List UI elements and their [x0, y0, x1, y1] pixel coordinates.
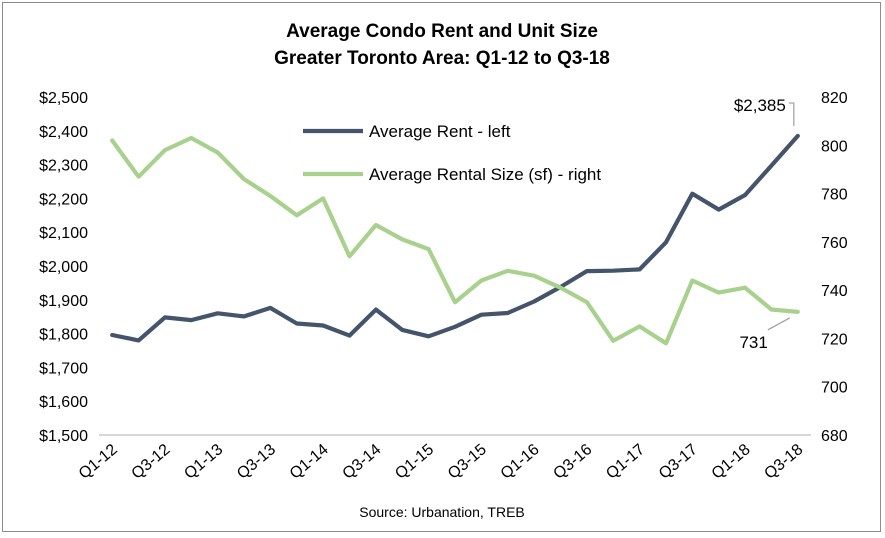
x-tick-label: Q1-17: [603, 441, 648, 483]
legend-label: Average Rental Size (sf) - right: [369, 165, 601, 184]
annotation-leader-rent: [788, 102, 795, 126]
chart-title: Average Condo Rent and Unit Size: [286, 21, 598, 42]
y-right-tick-label: 760: [821, 235, 848, 252]
y-right-tick-label: 720: [821, 331, 848, 348]
x-tick-label: Q1-18: [709, 441, 754, 483]
chart-frame: Average Condo Rent and Unit Size Greater…: [2, 2, 881, 532]
y-right-tick-label: 700: [821, 380, 848, 397]
y-left-tick-label: $1,600: [39, 394, 88, 411]
y-left-tick-label: $2,100: [39, 225, 88, 242]
x-tick-label: Q3-12: [129, 441, 174, 483]
chart-source: Source: Urbanation, TREB: [359, 504, 525, 520]
y-left-tick-label: $2,400: [39, 124, 88, 141]
x-tick-label: Q3-15: [445, 441, 490, 483]
x-tick-label: Q3-13: [234, 441, 279, 483]
y-left-tick-label: $2,300: [39, 158, 88, 175]
y-right-tick-label: 740: [821, 283, 848, 300]
y-left-tick-label: $2,200: [39, 191, 88, 208]
annotation-leader-size: [767, 317, 791, 331]
y-right-tick-label: 800: [821, 138, 848, 155]
legend-label: Average Rent - left: [369, 122, 511, 141]
legend: Average Rent - left Average Rental Size (…: [303, 122, 601, 184]
y-right-tick-label: 820: [821, 90, 848, 107]
annotations: $2,385 731: [734, 96, 795, 352]
x-tick-label: Q1-13: [181, 441, 226, 483]
y-left-tick-label: $1,700: [39, 360, 88, 377]
annotation-rent-value: $2,385: [734, 96, 786, 115]
dual-axis-line-chart: Average Condo Rent and Unit Size Greater…: [39, 21, 848, 520]
chart-subtitle: Greater Toronto Area: Q1-12 to Q3-18: [274, 48, 610, 69]
y-left-tick-label: $2,000: [39, 259, 88, 276]
y-right-tick-label: 680: [821, 428, 848, 445]
series-line-average-rental-size: [110, 135, 800, 346]
axes: $1,500 $1,600 $1,700 $1,800 $1,900 $2,000 $2,1…: [39, 90, 848, 483]
y-left-tick-label: $1,800: [39, 327, 88, 344]
y-right-tick-label: 780: [821, 187, 848, 204]
x-tick-label: Q3-14: [339, 441, 384, 483]
series-lines: [110, 133, 800, 346]
y-left-tick-label: $1,900: [39, 293, 88, 310]
x-tick-label: Q3-16: [550, 441, 595, 483]
x-tick-label: Q1-16: [498, 441, 543, 483]
y-left-tick-label: $2,500: [39, 90, 88, 107]
x-tick-label: Q3-17: [656, 441, 701, 483]
x-tick-label: Q1-14: [287, 441, 332, 483]
y-left-tick-label: $1,500: [39, 428, 88, 445]
x-tick-label: Q1-12: [76, 441, 121, 483]
x-tick-label: Q1-15: [392, 441, 437, 483]
x-tick-label: Q3-18: [761, 441, 806, 483]
series-line-average-rent: [110, 133, 800, 343]
annotation-size-value: 731: [739, 333, 767, 352]
